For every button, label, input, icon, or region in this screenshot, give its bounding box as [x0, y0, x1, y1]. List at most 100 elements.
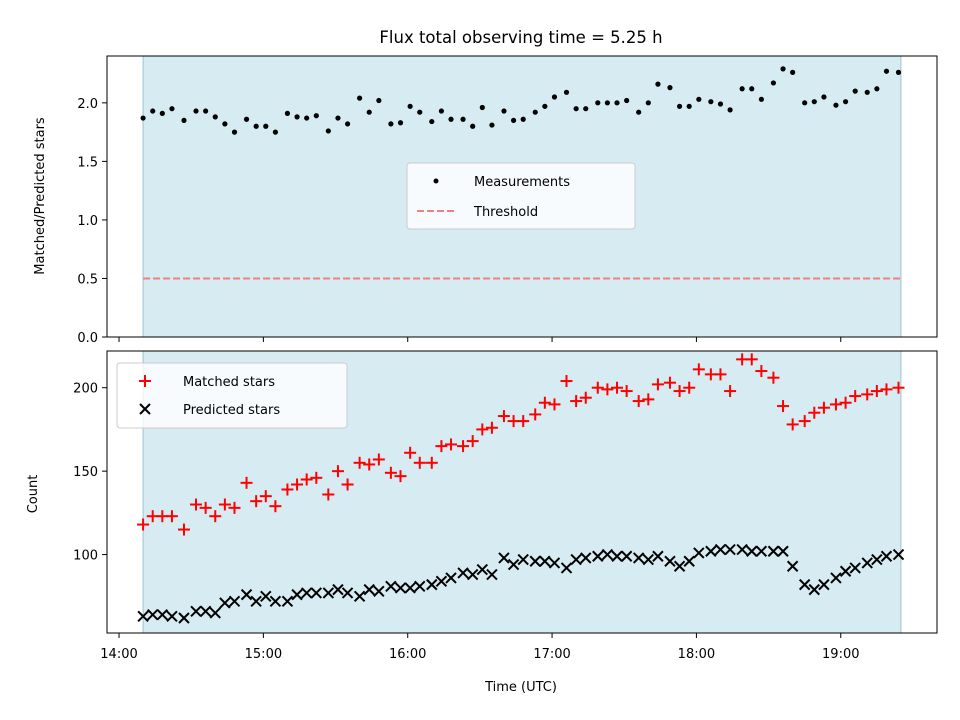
predicted-star-point	[755, 545, 768, 557]
predicted-star-point	[548, 557, 561, 569]
matched-star-point	[870, 385, 883, 398]
legend-predicted-marker	[139, 403, 151, 415]
matched-star-point	[683, 381, 696, 394]
top-y-tick-label: 1.5	[77, 155, 98, 170]
predicted-star-point	[570, 553, 582, 566]
top-y-axis-label: Matched/Predicted stars	[33, 117, 48, 275]
measurement-point	[667, 85, 673, 91]
measurement-point	[532, 109, 538, 115]
measurement-point	[407, 103, 413, 109]
matched-star-point	[240, 476, 253, 489]
predicted-star-point	[664, 555, 676, 567]
matched-star-point	[228, 501, 241, 514]
measurement-point	[231, 129, 238, 135]
measurement-point	[821, 94, 827, 100]
predicted-star-point	[539, 555, 551, 567]
measurement-point	[284, 110, 291, 116]
bottom-legend-box	[116, 362, 348, 429]
matched-star-point	[798, 415, 811, 428]
matched-star-point	[601, 383, 614, 396]
predicted-star-point	[767, 545, 780, 557]
predicted-star-point	[808, 583, 821, 596]
measurement-point	[696, 96, 702, 102]
matched-star-point	[839, 396, 852, 409]
predicted-star-point	[476, 563, 489, 576]
measurement-point	[770, 80, 777, 86]
matched-star-point	[880, 383, 893, 396]
bottom-legend: Matched stars Predicted stars	[116, 362, 348, 429]
matched-star-point	[579, 391, 592, 404]
matched-star-point	[341, 478, 354, 491]
top-axes-frame	[106, 55, 938, 338]
predicted-star-point	[300, 587, 313, 599]
matched-star-point	[466, 435, 479, 448]
matched-star-point	[591, 381, 604, 394]
top-y-tick-label: 0.5	[77, 272, 98, 287]
matched-star-point	[310, 471, 323, 484]
predicted-star-point	[228, 595, 241, 608]
measurement-point	[510, 117, 517, 123]
matched-star-point	[861, 388, 874, 401]
matched-star-point	[663, 376, 676, 389]
matched-star-point	[250, 495, 263, 508]
matched-star-point	[353, 456, 366, 469]
measurement-point	[335, 115, 341, 121]
measurement-point	[717, 101, 724, 107]
matched-star-point	[435, 440, 448, 453]
bottom-y-axis-label: Count	[26, 475, 41, 514]
predicted-star-point	[353, 590, 366, 602]
measurement-point	[520, 116, 526, 122]
measurement-point	[479, 104, 485, 111]
matched-star-point	[363, 458, 376, 471]
matched-star-point	[404, 446, 417, 459]
matched-star-point	[497, 410, 510, 423]
matched-star-point	[849, 390, 862, 403]
matched-star-point	[137, 518, 150, 531]
predicted-star-point	[839, 565, 852, 577]
matched-star-point	[620, 385, 633, 398]
measurement-point	[243, 116, 250, 122]
measurement-point	[417, 109, 423, 115]
bottom-y-tick-label: 100	[73, 549, 98, 564]
measurement-point	[686, 103, 692, 109]
predicted-star-point	[592, 550, 604, 562]
measurement-point	[501, 108, 507, 114]
measurement-point	[749, 86, 755, 92]
measurement-point	[357, 95, 363, 101]
predicted-star-point	[632, 552, 645, 564]
matched-star-point	[445, 438, 458, 451]
x-tick-label: 16:00	[389, 647, 426, 662]
predicted-star-point	[777, 545, 789, 557]
predicted-star-point	[166, 610, 178, 623]
predicted-star-point	[322, 587, 335, 599]
predicted-star-point	[291, 588, 303, 601]
predicted-star-point	[798, 578, 811, 591]
bottom-y-tick-label: 150	[73, 465, 98, 480]
predicted-stars-layer	[137, 543, 905, 624]
matched-star-point	[476, 423, 489, 436]
predicted-star-point	[457, 567, 469, 579]
predicted-star-point	[517, 553, 529, 566]
predicted-star-point	[818, 578, 830, 591]
top-y-ticks: 0.0 0.5 1.0 1.5 2.0	[77, 97, 107, 346]
measurement-point	[438, 108, 445, 114]
legend-threshold-label: Threshold	[473, 205, 538, 220]
bottom-y-ticks: 100 150 200	[73, 382, 107, 564]
measurements-layer	[140, 66, 902, 135]
measurement-point	[253, 123, 259, 129]
measurement-point	[366, 109, 372, 115]
matched-star-point	[322, 488, 335, 501]
measurement-point	[222, 121, 228, 127]
matched-star-point	[218, 498, 231, 511]
measurement-point	[169, 106, 175, 112]
matched-star-point	[642, 393, 655, 406]
x-tick-label: 14:00	[100, 647, 137, 662]
matched-star-point	[724, 385, 737, 398]
predicted-star-point	[250, 595, 262, 608]
matched-star-point	[485, 421, 498, 434]
predicted-star-point	[498, 552, 510, 564]
measurement-point	[708, 99, 714, 105]
predicted-star-point	[486, 568, 498, 581]
predicted-star-point	[746, 545, 758, 557]
top-y-tick-label: 1.0	[77, 214, 98, 229]
